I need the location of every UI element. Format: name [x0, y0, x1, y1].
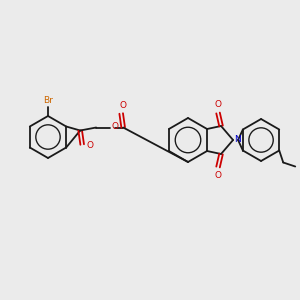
Text: Br: Br [43, 96, 53, 105]
Text: O: O [214, 100, 222, 109]
Text: N: N [234, 136, 241, 145]
Text: O: O [86, 141, 93, 150]
Text: O: O [111, 122, 118, 131]
Text: O: O [120, 101, 127, 110]
Text: O: O [214, 171, 222, 180]
